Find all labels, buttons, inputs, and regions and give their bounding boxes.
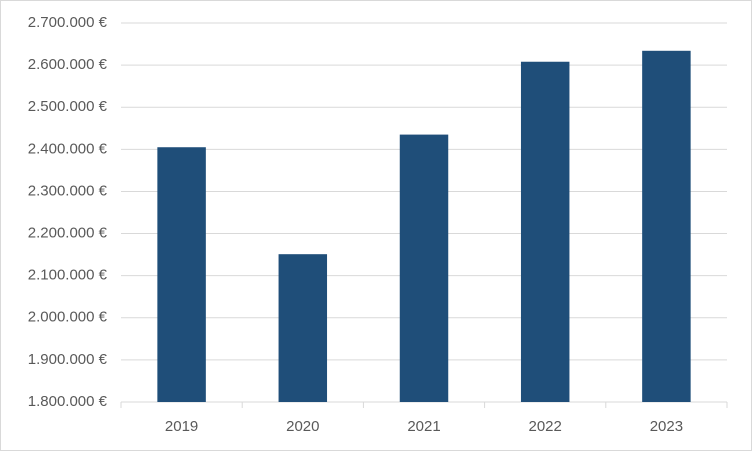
x-tick-label: 2023 <box>650 418 683 435</box>
y-tick-label: 2.500.000 € <box>28 98 108 115</box>
y-tick-label: 2.400.000 € <box>28 140 108 157</box>
bar <box>157 147 206 402</box>
y-tick-label: 1.800.000 € <box>28 393 108 410</box>
y-tick-label: 2.000.000 € <box>28 309 108 326</box>
bar <box>642 50 691 402</box>
y-tick-label: 2.300.000 € <box>28 182 108 199</box>
y-tick-label: 2.200.000 € <box>28 225 108 242</box>
bar <box>399 134 449 402</box>
bar <box>520 61 570 403</box>
x-tick-label: 2022 <box>529 418 562 435</box>
x-tick-label: 2019 <box>165 418 198 435</box>
y-tick-label: 2.100.000 € <box>28 267 108 284</box>
y-tick-label: 2.700.000 € <box>28 14 108 31</box>
x-tick-label: 2020 <box>286 418 319 435</box>
bar <box>278 254 328 402</box>
x-tick-label: 2021 <box>407 418 440 435</box>
y-tick-label: 2.600.000 € <box>28 56 108 73</box>
y-tick-label: 1.900.000 € <box>28 351 108 368</box>
